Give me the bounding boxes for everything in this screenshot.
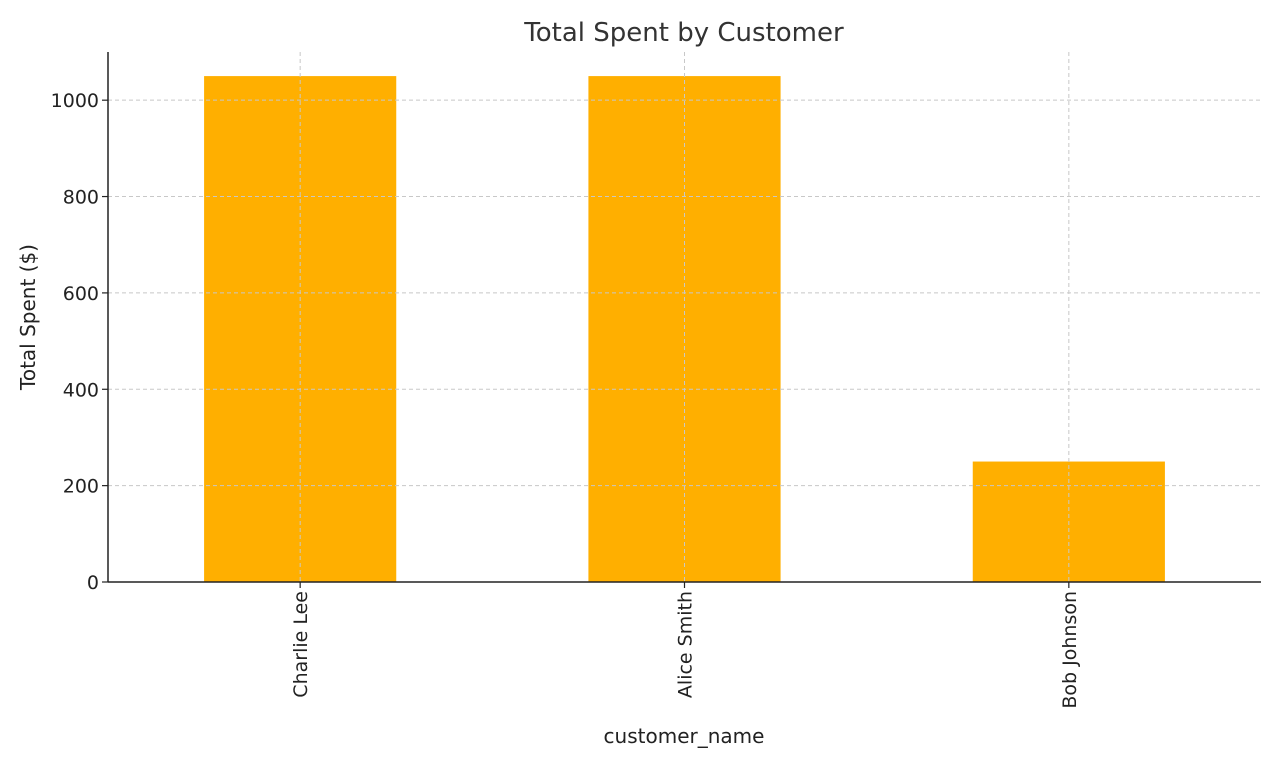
y-tick-label: 800 xyxy=(63,187,99,209)
x-tick-label: Bob Johnson xyxy=(1059,591,1081,709)
y-tick-label: 400 xyxy=(63,379,99,401)
axes xyxy=(102,52,1261,588)
y-tick-label: 0 xyxy=(87,572,99,594)
y-tick-label: 200 xyxy=(63,476,99,498)
y-axis-label: Total Spent ($) xyxy=(16,244,40,391)
y-tick-label: 600 xyxy=(63,283,99,305)
grid-lines-overlay xyxy=(108,52,1261,582)
tick-labels: 0 200 400 600 800 1000 Charlie Lee Alice Smith B… xyxy=(51,90,1081,708)
y-tick-label: 1000 xyxy=(51,90,99,112)
x-axis-label: customer_name xyxy=(604,724,765,748)
x-tick-label: Alice Smith xyxy=(675,591,697,698)
x-tick-label: Charlie Lee xyxy=(290,591,312,698)
chart-title: Total Spent by Customer xyxy=(523,18,844,48)
